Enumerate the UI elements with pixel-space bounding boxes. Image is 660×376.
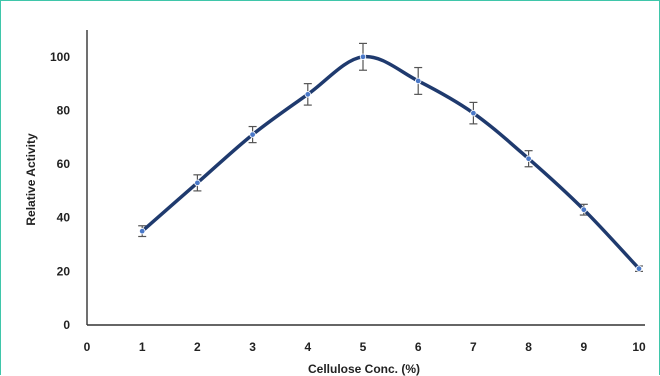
x-tick-label: 7 [470, 340, 477, 354]
axes [86, 30, 645, 326]
y-tick-label: 20 [57, 264, 71, 278]
error-bars [138, 42, 643, 272]
data-point [194, 179, 201, 187]
x-tick-label: 1 [139, 340, 146, 354]
y-tick-label: 40 [57, 211, 71, 225]
x-tick-label: 2 [194, 340, 201, 354]
data-markers [138, 53, 643, 272]
data-point [580, 206, 587, 213]
data-point [470, 109, 477, 117]
x-axis-title: Cellulose Conc. (%) [308, 362, 420, 376]
x-tick-label: 4 [304, 340, 311, 354]
data-point [304, 91, 311, 98]
data-point [635, 265, 643, 272]
data-point [249, 131, 256, 138]
x-tick-label: 5 [360, 340, 367, 354]
data-point [138, 227, 146, 235]
data-point [525, 155, 532, 162]
data-point [359, 53, 367, 61]
y-tick-label: 0 [63, 318, 70, 332]
y-tick-label: 80 [57, 103, 71, 117]
series-line [140, 54, 641, 271]
x-tick-label: 3 [249, 340, 256, 354]
y-tick-label: 60 [57, 157, 71, 171]
data-point [415, 77, 422, 85]
x-tick-label: 8 [525, 340, 532, 354]
x-tick-label: 6 [415, 340, 422, 354]
x-tick-label: 0 [84, 340, 91, 354]
x-tick-label: 9 [580, 340, 587, 354]
y-tick-label: 100 [50, 50, 70, 64]
x-tick-label: 10 [632, 340, 646, 354]
y-axis-title: Relative Activity [24, 133, 38, 226]
